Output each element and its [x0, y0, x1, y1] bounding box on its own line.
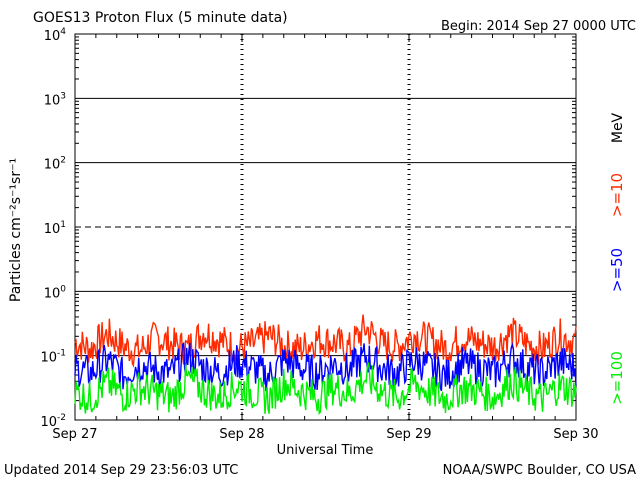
y-tick-labels: 10-2 10-1 100 101 102 103 104	[40, 27, 66, 430]
x-tick-label: Sep 30	[553, 427, 598, 442]
x-axis-label: Universal Time	[277, 443, 374, 458]
legend-unit: MeV	[610, 112, 626, 143]
chart-title: GOES13 Proton Flux (5 minute data)	[33, 10, 288, 26]
y-tick-label: 10-1	[40, 349, 66, 366]
source-footer: NOAA/SWPC Boulder, CO USA	[443, 463, 636, 478]
x-tick-labels: Sep 27 Sep 28 Sep 29 Sep 30	[52, 427, 598, 442]
series-line-1	[74, 341, 577, 392]
y-tick-label: 100	[44, 284, 67, 301]
legend-entry: >=50	[608, 248, 626, 292]
legend: >=10 >=50 >=100 MeV	[608, 112, 626, 404]
x-tick-label: Sep 27	[52, 427, 97, 442]
y-tick-label: 104	[44, 27, 67, 44]
x-tick-label: Sep 29	[386, 427, 431, 442]
y-tick-label: 10-2	[40, 413, 66, 430]
updated-footer: Updated 2014 Sep 29 23:56:03 UTC	[4, 463, 238, 478]
y-tick-label: 102	[44, 156, 66, 173]
y-tick-label: 101	[44, 220, 66, 237]
x-tick-label: Sep 28	[219, 427, 264, 442]
begin-label: Begin: 2014 Sep 27 0000 UTC	[441, 19, 636, 34]
y-axis-label: Particles cm⁻²s⁻¹sr⁻¹	[8, 158, 24, 302]
series-layer	[74, 314, 577, 416]
y-tick-label: 103	[44, 91, 66, 108]
legend-entry: >=100	[608, 351, 626, 405]
series-line-2	[74, 362, 577, 416]
legend-entry: >=10	[608, 173, 626, 217]
